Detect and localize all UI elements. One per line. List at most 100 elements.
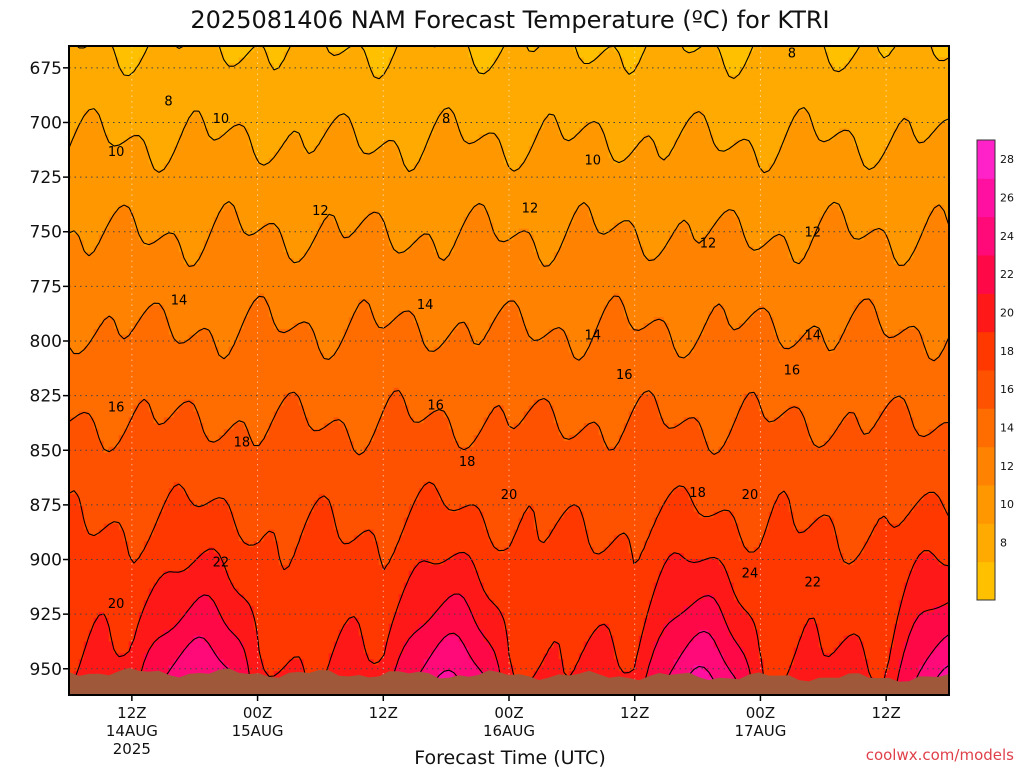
temperature-cell <box>349 176 355 183</box>
temperature-cell <box>614 176 620 183</box>
temperature-cell <box>494 146 500 153</box>
temperature-cell <box>734 52 740 59</box>
temperature-cell <box>464 87 470 94</box>
temperature-cell <box>784 93 790 100</box>
temperature-cell <box>454 69 460 76</box>
temperature-cell <box>169 205 175 212</box>
temperature-cell <box>544 199 550 206</box>
temperature-cell <box>844 122 850 128</box>
temperature-cell <box>574 146 580 153</box>
temperature-cell <box>479 122 485 128</box>
temperature-cell <box>394 75 400 82</box>
temperature-cell <box>304 164 310 171</box>
temperature-cell <box>124 81 130 88</box>
temperature-cell <box>754 193 760 200</box>
temperature-cell <box>209 146 215 153</box>
temperature-cell <box>199 105 205 112</box>
temperature-cell <box>254 105 260 112</box>
temperature-cell <box>424 152 430 159</box>
temperature-cell <box>149 58 155 65</box>
temperature-cell <box>264 81 270 88</box>
temperature-cell <box>929 187 935 194</box>
temperature-cell <box>419 170 425 177</box>
temperature-cell <box>794 187 800 194</box>
temperature-cell <box>209 99 215 106</box>
temperature-cell <box>854 128 860 135</box>
temperature-cell <box>394 187 400 194</box>
temperature-cell <box>74 111 80 118</box>
temperature-cell <box>934 152 940 159</box>
temperature-cell <box>139 105 145 112</box>
temperature-cell <box>529 134 535 141</box>
temperature-cell <box>289 146 295 153</box>
temperature-cell <box>424 170 430 177</box>
temperature-cell <box>539 105 545 112</box>
temperature-cell <box>659 93 665 100</box>
temperature-cell <box>494 181 500 188</box>
temperature-cell <box>664 81 670 88</box>
temperature-cell <box>179 181 185 188</box>
temperature-cell <box>569 164 575 171</box>
temperature-cell <box>609 93 615 100</box>
temperature-cell <box>669 93 675 100</box>
temperature-cell <box>199 58 205 65</box>
temperature-cell <box>564 99 570 106</box>
temperature-cell <box>254 146 260 153</box>
temperature-cell <box>874 75 880 82</box>
temperature-cell <box>319 69 325 76</box>
temperature-cell <box>514 146 520 153</box>
temperature-cell <box>444 187 450 194</box>
temperature-cell <box>694 105 700 112</box>
temperature-cell <box>544 158 550 165</box>
temperature-cell <box>354 52 360 59</box>
temperature-cell <box>739 158 745 165</box>
temperature-cell <box>109 164 115 171</box>
temperature-cell <box>559 105 565 112</box>
temperature-cell <box>584 187 590 194</box>
temperature-cell <box>304 134 310 141</box>
temperature-cell <box>874 152 880 159</box>
temperature-cell <box>804 75 810 82</box>
temperature-cell <box>259 193 265 200</box>
temperature-cell <box>804 152 810 159</box>
temperature-cell <box>159 81 165 88</box>
temperature-cell <box>119 111 125 118</box>
temperature-cell <box>859 63 865 70</box>
temperature-cell <box>734 105 740 112</box>
temperature-cell <box>779 187 785 194</box>
temperature-cell <box>904 75 910 82</box>
temperature-cell <box>644 205 650 212</box>
temperature-cell <box>434 134 440 141</box>
temperature-cell <box>99 181 105 188</box>
temperature-cell <box>779 81 785 88</box>
temperature-cell <box>549 205 555 212</box>
temperature-cell <box>289 187 295 194</box>
temperature-cell <box>409 93 415 100</box>
temperature-cell <box>284 63 290 70</box>
temperature-cell <box>334 181 340 188</box>
temperature-cell <box>494 75 500 82</box>
temperature-cell <box>794 158 800 165</box>
temperature-cell <box>679 111 685 118</box>
temperature-cell <box>319 81 325 88</box>
temperature-cell <box>694 52 700 59</box>
temperature-cell <box>939 140 945 147</box>
temperature-cell <box>314 152 320 159</box>
temperature-cell <box>224 63 230 70</box>
temperature-cell <box>809 69 815 76</box>
temperature-cell <box>444 52 450 59</box>
temperature-cell <box>104 111 110 118</box>
temperature-cell <box>519 75 525 82</box>
temperature-cell <box>504 199 510 206</box>
temperature-cell <box>479 111 485 118</box>
temperature-cell <box>189 164 195 171</box>
temperature-cell <box>459 158 465 165</box>
temperature-cell <box>264 134 270 141</box>
temperature-cell <box>774 205 780 212</box>
temperature-cell <box>419 93 425 100</box>
temperature-cell <box>564 93 570 100</box>
temperature-cell <box>134 81 140 88</box>
temperature-cell <box>169 87 175 94</box>
temperature-cell <box>439 69 445 76</box>
temperature-cell <box>839 170 845 177</box>
